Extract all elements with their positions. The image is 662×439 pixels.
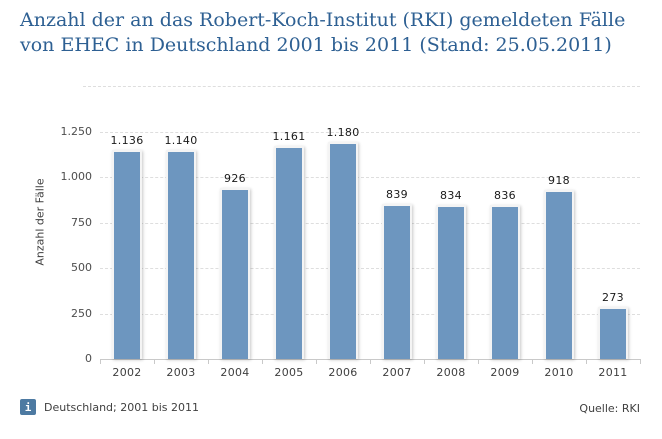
bar-2009 [490,204,520,359]
bar-2004 [220,188,250,359]
chart-title: Anzahl der an das Robert-Koch-Institut (… [20,8,660,58]
x-axis-tick-mark [532,359,533,364]
x-axis-label: 2009 [490,366,520,379]
y-axis-tick-label: 750 [71,215,92,229]
y-axis-tick-label: 1.000 [60,170,93,183]
x-axis-label: 2003 [166,366,196,379]
bar-2007 [382,204,412,359]
x-axis-tick-mark [370,359,371,364]
x-axis-tick-mark [640,359,641,364]
bar-2002 [112,150,142,359]
bar-value-label: 834 [440,189,462,203]
gridline [100,313,640,315]
x-axis-label: 2008 [436,366,466,379]
bar-value-label: 836 [494,188,516,202]
bar-value-label: 273 [602,291,624,305]
chart-title-line1: Anzahl der an das Robert-Koch-Institut (… [20,9,626,31]
y-axis-tick-label: 250 [71,306,92,320]
source-note: Quelle: RKI [579,402,640,415]
x-axis-label: 2005 [274,366,304,379]
chart-title-line2: von EHEC in Deutschland 2001 bis 2011 (S… [20,34,612,56]
x-axis-label: 2002 [112,366,142,379]
gridline [100,222,640,224]
x-axis-tick-mark [478,359,479,364]
bar-2008 [436,205,466,359]
gridline [83,86,640,87]
y-axis-tick-label: 500 [71,261,92,274]
bar-2005 [274,145,304,359]
bar-value-label: 1.180 [326,126,360,140]
bar-value-label: 918 [548,173,570,187]
bar-2006 [328,142,358,359]
info-icon: i [20,399,36,415]
gridline [100,268,640,269]
gridline [100,177,640,178]
footer-note: i Deutschland; 2001 bis 2011 [20,399,199,415]
x-axis-tick-mark [208,359,209,364]
scope-note: Deutschland; 2001 bis 2011 [44,400,199,414]
x-axis-label: 2010 [544,366,574,379]
y-axis-tick-label: 0 [85,352,92,365]
x-axis-label: 2004 [220,366,250,379]
bar-2010 [544,189,574,359]
gridline [100,131,640,133]
x-axis-label: 2011 [598,366,628,379]
x-axis-tick-mark [100,359,101,364]
bar-value-label: 839 [386,188,408,202]
x-axis-tick-mark [262,359,263,364]
bar-2011 [598,307,628,359]
plot-area: 0 250 500 750 1.000 1.250 1.136 2002 1.140 2003 92… [61,86,641,379]
x-axis-tick-mark [316,359,317,364]
bar-value-label: 1.140 [164,133,198,147]
x-axis-tick-mark [586,359,587,364]
x-axis-tick-mark [154,359,155,364]
x-axis-tick-mark [424,359,425,364]
x-axis-label: 2007 [382,366,412,379]
bar-value-label: 1.161 [272,129,306,143]
bar-value-label: 1.136 [110,134,144,148]
bar-2003 [166,149,196,359]
x-axis-label: 2006 [328,366,358,379]
bar-value-label: 926 [224,172,246,186]
y-axis-tick-label: 1.250 [60,124,93,138]
